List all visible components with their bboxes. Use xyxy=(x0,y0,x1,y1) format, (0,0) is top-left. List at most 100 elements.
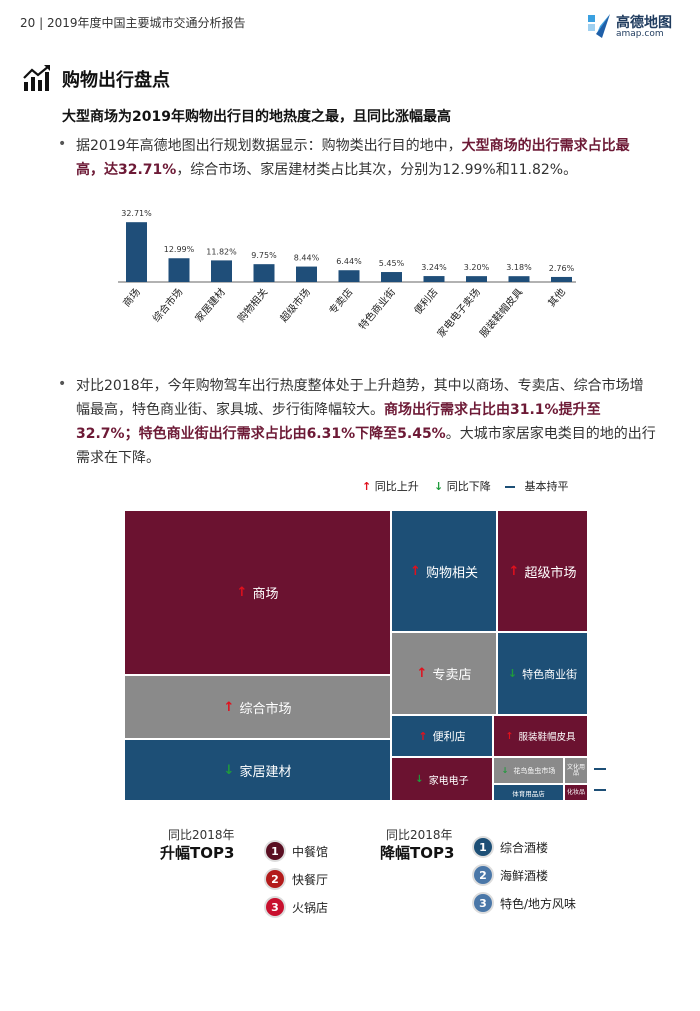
logo-name: 高德地图 xyxy=(616,15,672,31)
treemap-cell-label: 综合市场 xyxy=(239,701,292,717)
treemap-cell: ↓ 家居建材 xyxy=(125,740,390,800)
down-arrow-icon: ↓ xyxy=(223,762,235,778)
treemap-cell-label: 商场 xyxy=(252,587,279,602)
rank-label: 中餐馆 xyxy=(292,844,329,859)
up-arrow-icon: ↑ xyxy=(418,729,428,743)
bar xyxy=(126,222,147,282)
treemap-cell-label: 专卖店 xyxy=(432,668,472,683)
up-arrow-icon: ↑ xyxy=(236,585,248,600)
treemap-cell-label: 特色商业街 xyxy=(522,667,578,681)
category-tick-label: 其他 xyxy=(545,286,568,310)
treemap-cell-label: 家居建材 xyxy=(239,764,292,780)
rank-item: 3 火锅店 xyxy=(266,898,328,916)
rank-number-badge: 1 xyxy=(474,838,492,856)
category-tick-label: 家电电子卖场 xyxy=(434,286,483,340)
bar-value-label: 2.76% xyxy=(549,264,575,273)
legend-flat: 基本持平 xyxy=(505,478,569,494)
rank-item: 3 特色/地方风味 xyxy=(474,894,576,912)
legend-flat-label: 基本持平 xyxy=(524,480,569,493)
bar-value-label: 3.20% xyxy=(464,263,490,272)
bar-value-label: 3.24% xyxy=(421,263,447,272)
logo-sub: amap.com xyxy=(616,29,664,39)
treemap-cell: ↑ 专卖店 xyxy=(392,633,496,714)
rank-label: 火锅店 xyxy=(292,900,329,915)
rank-item: 2 海鲜酒楼 xyxy=(474,866,548,884)
flat-dash-icon xyxy=(594,789,606,791)
section-subtitle: 大型商场为2019年购物出行目的地热度之最，且同比涨幅最高 xyxy=(62,109,451,125)
rank-number-badge: 2 xyxy=(474,866,492,884)
treemap-cell: ↑ 超级市场 xyxy=(498,511,587,631)
bullet-dot-2: • xyxy=(58,376,67,392)
category-tick-label: 超级市场 xyxy=(277,286,313,325)
bar-value-label: 9.75% xyxy=(251,251,277,260)
rank-label: 综合酒楼 xyxy=(500,840,549,855)
treemap-cell: ↓ 家电电子 xyxy=(392,758,492,800)
treemap-cell: ↑ 购物相关 xyxy=(392,511,496,631)
category-tick-label: 家居建材 xyxy=(192,286,228,325)
treemap-cell: 体育用品店 xyxy=(494,785,563,800)
rise-title: 升幅TOP3 xyxy=(160,844,235,862)
category-tick-label: 专卖店 xyxy=(326,286,355,317)
rise-caption: 同比2018年 xyxy=(168,828,235,842)
bar-value-label: 11.82% xyxy=(206,247,237,256)
bar-value-label: 12.99% xyxy=(164,245,195,254)
up-arrow-icon: ↑ xyxy=(416,666,428,681)
rank-item: 1 中餐馆 xyxy=(266,842,328,860)
bar-value-label: 8.44% xyxy=(294,254,320,263)
rank-item: 2 快餐厅 xyxy=(266,870,328,888)
bar xyxy=(423,276,445,282)
bar xyxy=(508,276,530,282)
rank-item: 1 综合酒楼 xyxy=(474,838,548,856)
paragraph-1-highlight: 大型商场的出行需求占比最高，达32.71% xyxy=(76,138,630,178)
bar xyxy=(211,260,232,282)
up-arrow-icon: ↑ xyxy=(223,699,235,715)
flat-dash-icon xyxy=(594,768,606,770)
bar xyxy=(296,266,317,282)
treemap-cell: 文化用品 xyxy=(565,758,587,783)
section-title: 购物出行盘点 xyxy=(62,70,170,91)
category-tick-label: 商场 xyxy=(120,286,143,310)
up-arrow-icon: ↑ xyxy=(508,563,520,579)
amap-logo: 高德地图 amap.com xyxy=(586,10,690,42)
treemap-cell-label: 超级市场 xyxy=(524,565,577,581)
bar-value-label: 3.18% xyxy=(506,263,532,272)
fall-caption: 同比2018年 xyxy=(386,828,453,842)
rank-number-badge: 3 xyxy=(266,898,284,916)
legend-down-label: 同比下降 xyxy=(446,480,491,493)
up-arrow-icon: ↑ xyxy=(505,730,514,742)
treemap-cell: ↓ 花鸟鱼虫市场 xyxy=(494,758,563,783)
down-arrow-icon: ↓ xyxy=(501,766,509,775)
paragraph-2-text-c: 。大城市家居家电类目的地的出行需求在下降。 xyxy=(76,426,656,466)
treemap-cell: ↑ 便利店 xyxy=(392,716,492,756)
treemap-cell-label: 化妆品 xyxy=(567,788,586,796)
bar xyxy=(168,258,190,282)
up-arrow-icon: ↑ xyxy=(410,563,421,579)
rank-label: 快餐厅 xyxy=(292,872,329,887)
category-tick-label: 便利店 xyxy=(411,286,440,317)
bar-value-label: 5.45% xyxy=(379,259,405,268)
amap-logo-icon xyxy=(588,14,610,38)
category-tick-label: 特色商业街 xyxy=(356,286,398,333)
paragraph-1-text-c: ，综合市场、家居建材类占比其次，分别为12.99%和11.82%。 xyxy=(176,162,578,178)
treemap-cell: ↓ 特色商业街 xyxy=(498,633,587,714)
paragraph-2: 对比2018年，今年购物驾车出行热度整体处于上升趋势，其中以商场、专卖店、综合市… xyxy=(76,374,656,470)
treemap-cell: ↑ 服装鞋帽皮具 xyxy=(494,716,587,756)
category-tick-label: 服装鞋帽皮具 xyxy=(477,286,526,340)
page-header-title: 20 | 2019年度中国主要城市交通分析报告 xyxy=(20,16,246,30)
bar xyxy=(253,264,275,282)
rank-number-badge: 3 xyxy=(474,894,492,912)
treemap-cell-label: 家电电子 xyxy=(428,775,469,787)
treemap-cell-label: 文化用品 xyxy=(567,763,586,777)
paragraph-1-text-a: 据2019年高德地图出行规划数据显示：购物类出行目的地中， xyxy=(76,138,462,154)
treemap-cell-label: 便利店 xyxy=(432,730,466,743)
legend-down: ↓ 同比下降 xyxy=(434,478,491,494)
legend-up: ↑ 同比上升 xyxy=(362,478,419,494)
category-tick-label: 综合市场 xyxy=(150,286,186,325)
paragraph-2-text-a: 对比2018年，今年购物驾车出行热度整体处于上升趋势，其中以商场、专卖店、综合市… xyxy=(76,378,644,418)
rank-label: 特色/地方风味 xyxy=(500,896,577,911)
down-arrow-icon: ↓ xyxy=(507,667,518,680)
bullet-dot-1: • xyxy=(58,136,67,152)
legend-up-label: 同比上升 xyxy=(374,480,419,493)
treemap-cell-label: 花鸟鱼虫市场 xyxy=(513,766,556,775)
chart-trend-icon xyxy=(23,65,50,91)
